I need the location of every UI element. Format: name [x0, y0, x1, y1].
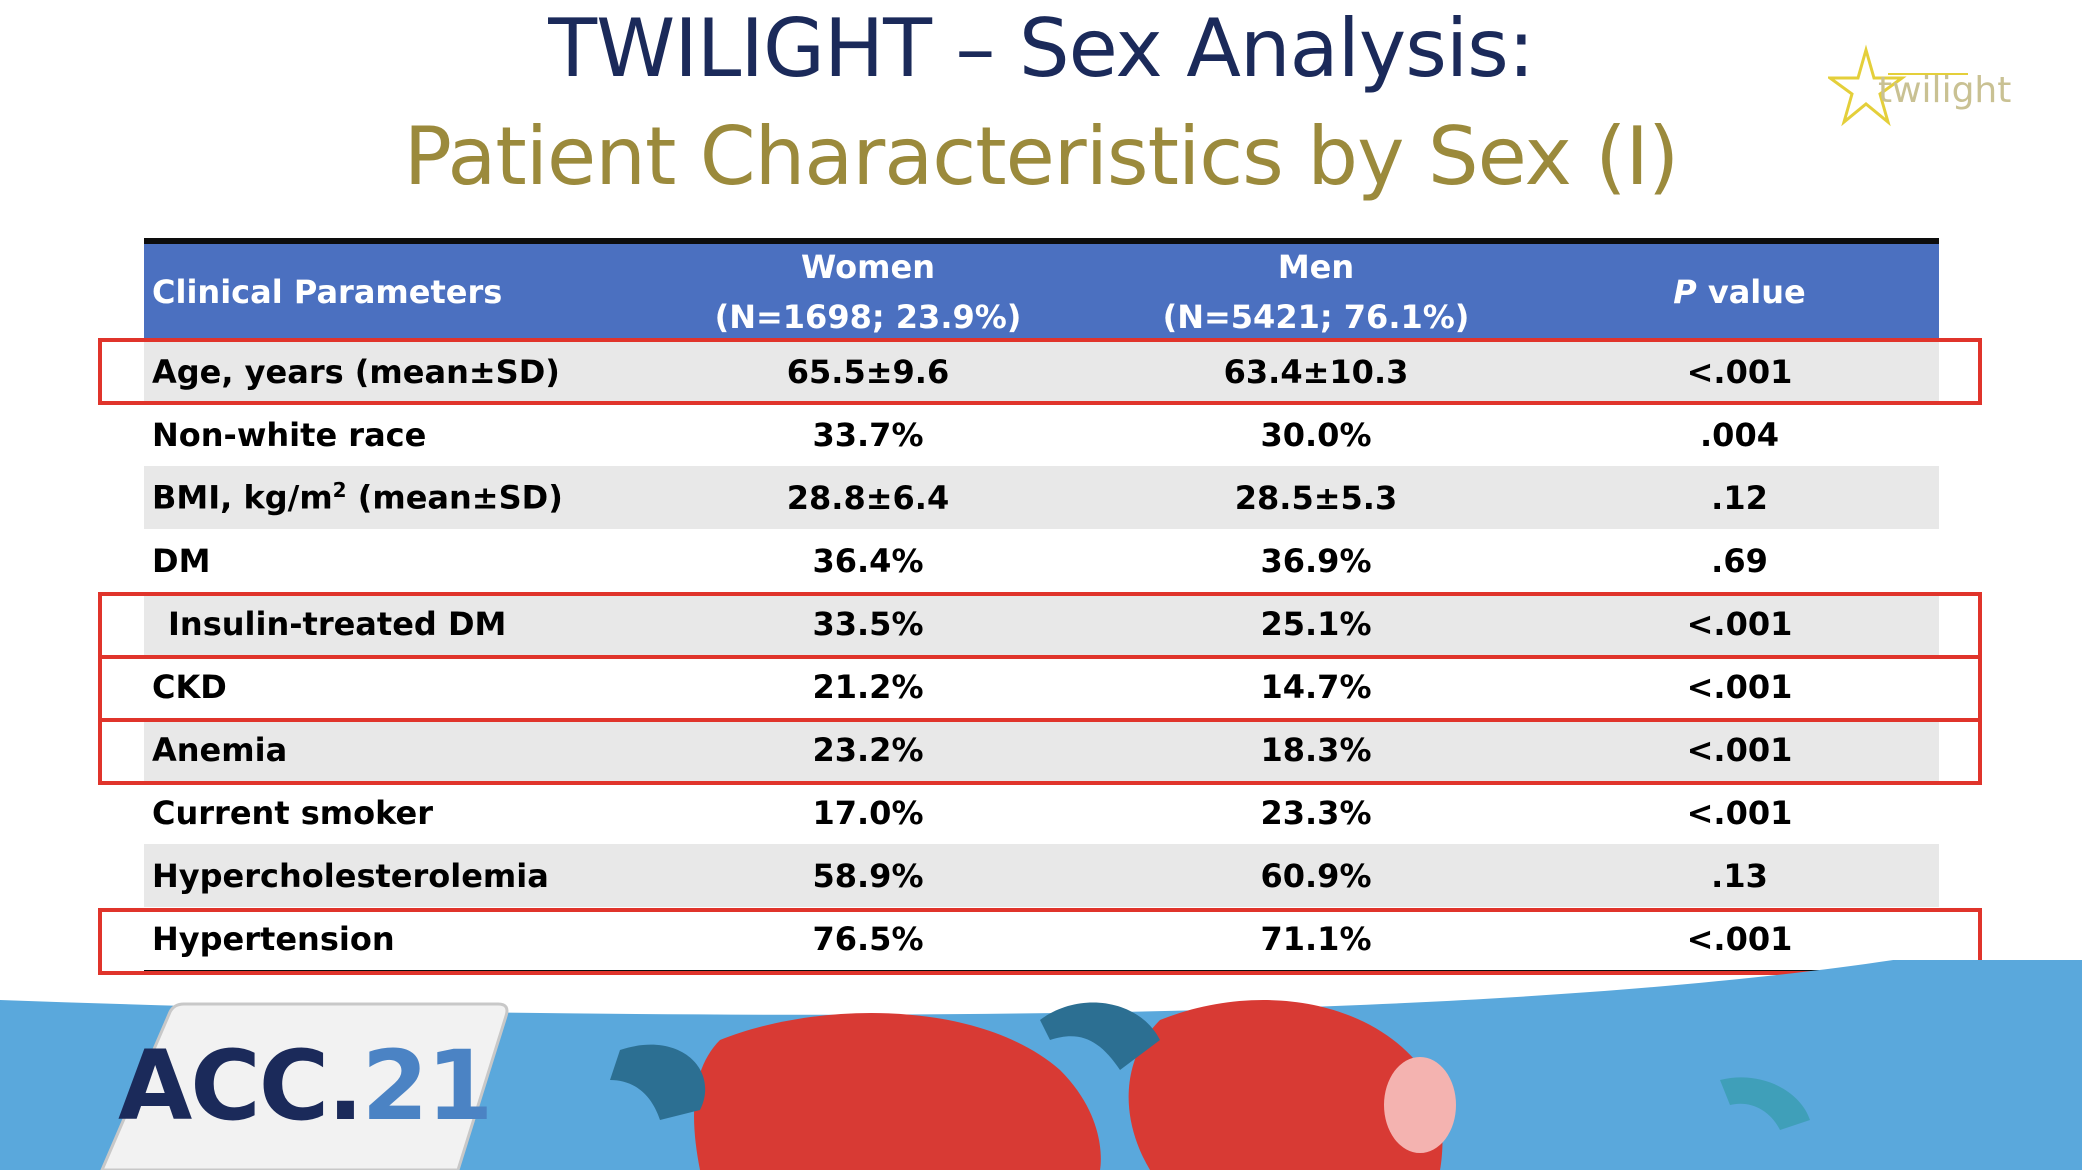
row-p: .004 — [1700, 415, 1779, 454]
header-p-italic: P — [1673, 273, 1697, 311]
header-men: Men (N=5421; 76.1%) — [1092, 242, 1540, 342]
row-women: 21.2% — [812, 667, 924, 706]
row-p: <.001 — [1686, 730, 1793, 769]
row-label: Anemia — [152, 730, 288, 769]
header-women-n: (N=1698; 23.9%) — [714, 298, 1022, 336]
row-p: <.001 — [1686, 352, 1793, 391]
row-women: 36.4% — [812, 541, 924, 580]
row-p: <.001 — [1686, 793, 1793, 832]
row-women: 33.5% — [812, 604, 924, 643]
table-row: Non-white race 33.7% 30.0% .004 — [144, 403, 1939, 466]
row-p: <.001 — [1686, 667, 1793, 706]
row-women: 28.8±6.4 — [786, 478, 950, 517]
acc-prefix: ACC. — [118, 1030, 364, 1142]
row-p: .12 — [1711, 478, 1768, 517]
table-top-rule — [144, 238, 1939, 244]
row-label: Age, years (mean±SD) — [152, 352, 560, 391]
table-header: Clinical Parameters Women (N=1698; 23.9%… — [144, 244, 1939, 340]
star-icon — [1828, 44, 1968, 127]
row-men: 30.0% — [1260, 415, 1372, 454]
header-clinical-parameters: Clinical Parameters — [152, 273, 503, 311]
row-women: 23.2% — [812, 730, 924, 769]
header-men-n: (N=5421; 76.1%) — [1162, 298, 1470, 336]
row-men: 28.5±5.3 — [1234, 478, 1398, 517]
table-row: Current smoker 17.0% 23.3% <.001 — [144, 781, 1939, 844]
highlight-box-hypertension — [98, 908, 1982, 975]
header-women-label: Women — [801, 248, 935, 286]
row-label: Hypertension — [152, 919, 395, 958]
row-men: 23.3% — [1260, 793, 1372, 832]
row-label-suffix: (mean±SD) — [346, 478, 563, 517]
header-men-label: Men — [1277, 248, 1355, 286]
row-p: <.001 — [1686, 919, 1793, 958]
twilight-logo-text: twilight — [1878, 70, 2012, 111]
row-women: 76.5% — [812, 919, 924, 958]
header-p-rest: value — [1696, 273, 1806, 311]
row-p: <.001 — [1686, 604, 1793, 643]
row-label: Current smoker — [152, 793, 434, 832]
table-row: BMI, kg/m2 (mean±SD) 28.8±6.4 28.5±5.3 .… — [144, 466, 1939, 529]
row-p: .69 — [1711, 541, 1768, 580]
highlight-box-age — [98, 338, 1982, 405]
table-row: Hypertension 76.5% 71.1% <.001 — [144, 907, 1939, 970]
table-row: Hypercholesterolemia 58.9% 60.9% .13 — [144, 844, 1939, 907]
table-row: Anemia 23.2% 18.3% <.001 — [144, 718, 1939, 781]
highlight-box-anemia — [98, 718, 1982, 785]
row-label: DM — [152, 541, 211, 580]
characteristics-table: Clinical Parameters Women (N=1698; 23.9%… — [144, 238, 1939, 973]
row-p: .13 — [1711, 856, 1768, 895]
header-women: Women (N=1698; 23.9%) — [644, 242, 1092, 342]
row-men: 60.9% — [1260, 856, 1372, 895]
table-row: DM 36.4% 36.9% .69 — [144, 529, 1939, 592]
footer-decoration — [0, 960, 2082, 1170]
table-row: Insulin-treated DM 33.5% 25.1% <.001 — [144, 592, 1939, 655]
row-women: 65.5±9.6 — [786, 352, 950, 391]
row-men: 63.4±10.3 — [1223, 352, 1409, 391]
row-men: 71.1% — [1260, 919, 1372, 958]
row-label-superscript: 2 — [332, 478, 347, 503]
header-p-value: P value — [1540, 267, 1939, 317]
acc-logo-text: ACC.21 — [118, 1030, 494, 1142]
slide-subtitle: Patient Characteristics by Sex (I) — [403, 110, 1679, 203]
highlight-box-ckd — [98, 655, 1982, 722]
acc-number: 21 — [361, 1030, 494, 1142]
row-men: 14.7% — [1260, 667, 1372, 706]
row-women: 58.9% — [812, 856, 924, 895]
row-label: Hypercholesterolemia — [152, 856, 549, 895]
row-label: CKD — [152, 667, 227, 706]
row-women: 33.7% — [812, 415, 924, 454]
row-label: Insulin-treated DM — [168, 604, 507, 643]
slide-title: TWILIGHT – Sex Analysis: — [548, 2, 1535, 95]
row-women: 17.0% — [812, 793, 924, 832]
row-men: 36.9% — [1260, 541, 1372, 580]
row-men: 25.1% — [1260, 604, 1372, 643]
row-men: 18.3% — [1260, 730, 1372, 769]
highlight-box-insulin-dm — [98, 592, 1982, 659]
table-row: CKD 21.2% 14.7% <.001 — [144, 655, 1939, 718]
table-row: Age, years (mean±SD) 65.5±9.6 63.4±10.3 … — [144, 340, 1939, 403]
row-label-text: BMI, kg/m — [152, 478, 333, 517]
row-label: BMI, kg/m2 (mean±SD) — [144, 478, 644, 517]
acc-badge — [100, 1002, 509, 1170]
row-label: Non-white race — [152, 415, 427, 454]
